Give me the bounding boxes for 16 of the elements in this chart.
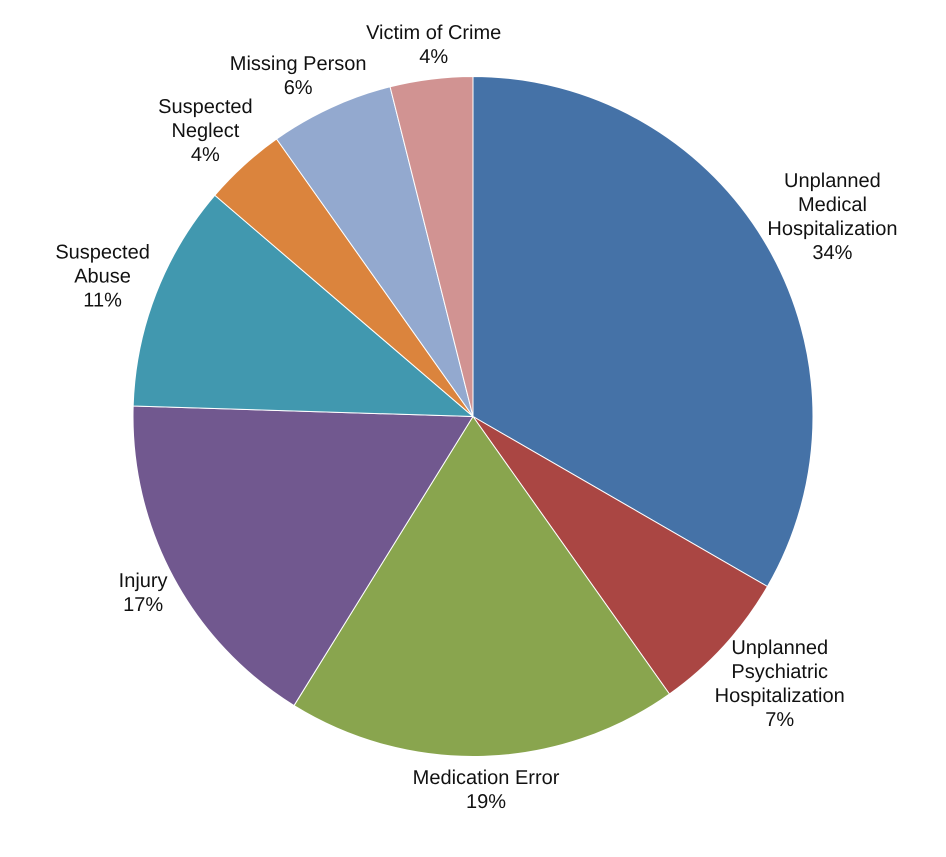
slice-label: Victim of Crime [366,22,502,44]
slice-label: Medication Error [412,766,560,789]
data-label: 4% [190,144,220,166]
data-label: 7% [765,709,794,732]
slice-label: Unplanned Psychiatric Hospitalization [714,637,845,708]
data-label: 11% [83,290,122,312]
slice-label: Suspected Neglect [158,96,253,142]
data-label: 17% [123,594,164,616]
slice-label: Missing Person [230,53,366,76]
data-label: 4% [419,46,448,68]
slice-label: Injury [118,570,168,592]
data-label: 19% [466,790,506,813]
slice-label: Unplanned Medical Hospitalization [767,170,898,240]
slice-label: Suspected Abuse [55,242,150,288]
data-label: 6% [284,77,313,100]
data-label: 34% [812,242,853,264]
